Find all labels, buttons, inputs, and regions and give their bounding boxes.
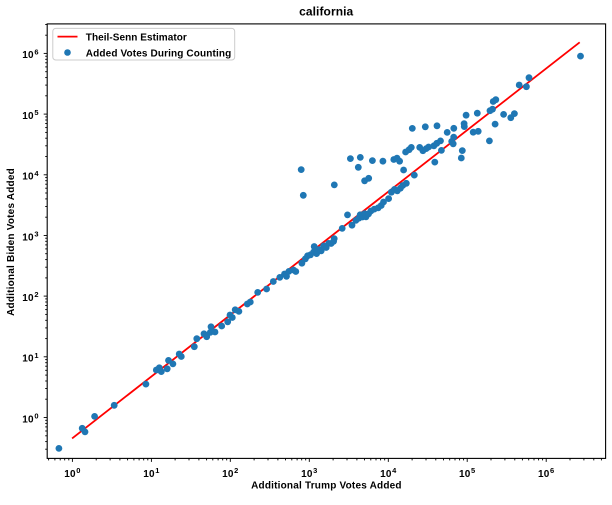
svg-text:Additional Trump Votes Added: Additional Trump Votes Added [251, 481, 402, 492]
svg-text:Theil-Senn Estimator: Theil-Senn Estimator [86, 32, 187, 43]
svg-text:Added Votes During Counting: Added Votes During Counting [86, 48, 232, 59]
svg-text:Additional Biden Votes Added: Additional Biden Votes Added [6, 168, 17, 316]
svg-text:california: california [299, 5, 353, 19]
